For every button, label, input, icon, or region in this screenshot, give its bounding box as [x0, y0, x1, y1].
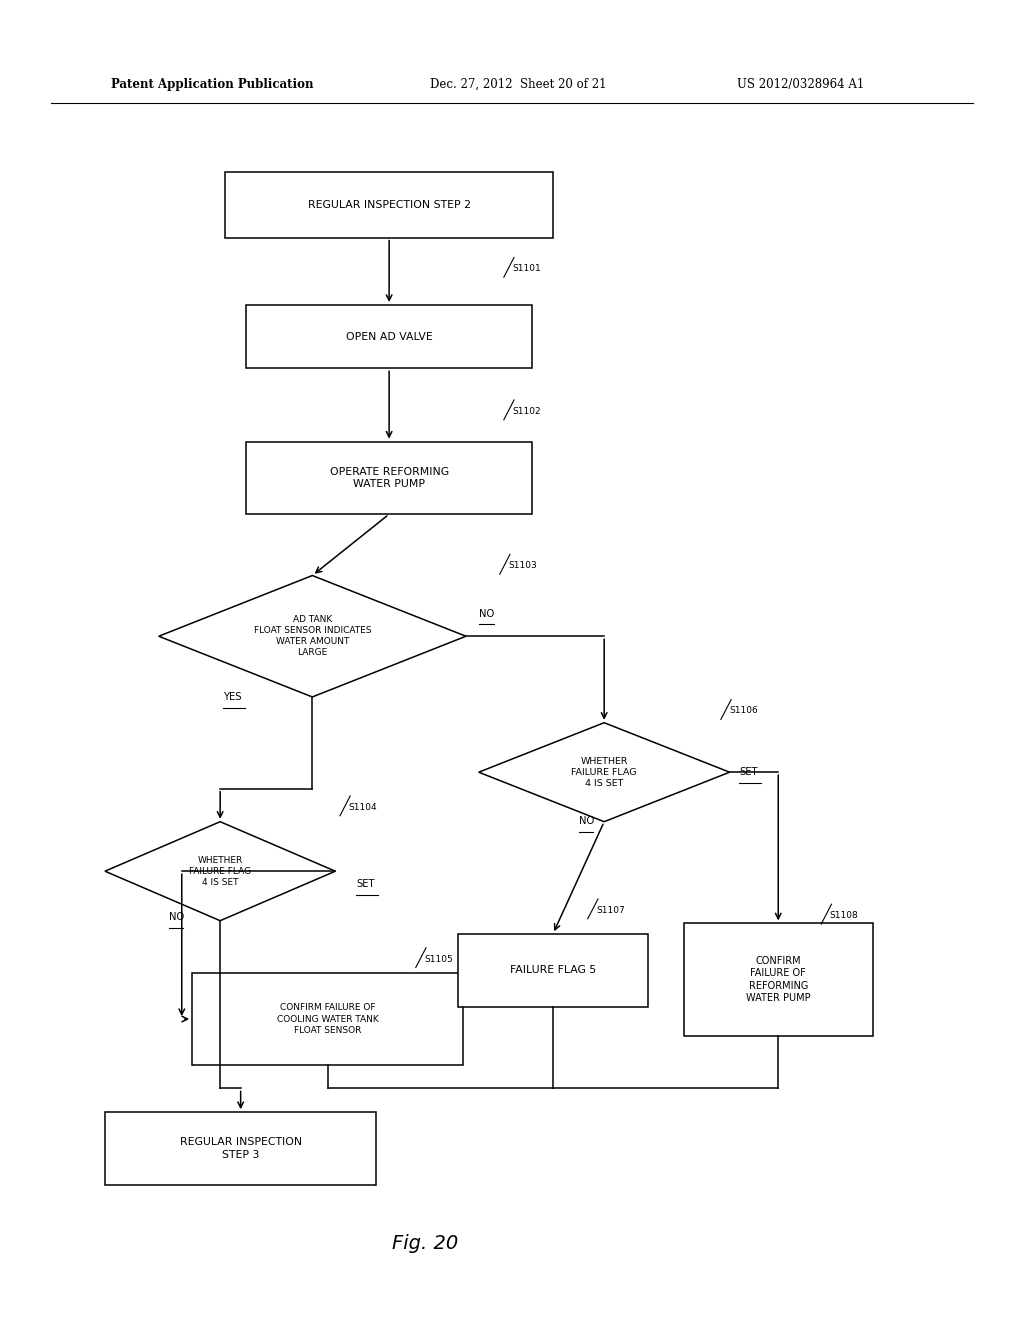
- Text: Dec. 27, 2012  Sheet 20 of 21: Dec. 27, 2012 Sheet 20 of 21: [430, 78, 606, 91]
- Text: S1103: S1103: [508, 561, 537, 570]
- Bar: [684, 924, 872, 1035]
- Bar: [246, 441, 532, 513]
- Text: S1105: S1105: [424, 954, 453, 964]
- Text: WHETHER
FAILURE FLAG
4 IS SET: WHETHER FAILURE FLAG 4 IS SET: [571, 756, 637, 788]
- Text: S1107: S1107: [596, 906, 625, 915]
- Bar: [246, 305, 532, 368]
- Text: Fig. 20: Fig. 20: [392, 1234, 458, 1253]
- Bar: [193, 973, 463, 1065]
- Text: NO: NO: [479, 609, 495, 619]
- Text: REGULAR INSPECTION
STEP 3: REGULAR INSPECTION STEP 3: [179, 1138, 302, 1159]
- Text: SET: SET: [356, 879, 375, 890]
- Text: CONFIRM
FAILURE OF
REFORMING
WATER PUMP: CONFIRM FAILURE OF REFORMING WATER PUMP: [745, 956, 811, 1003]
- Polygon shape: [104, 821, 336, 921]
- Text: S1101: S1101: [512, 264, 541, 273]
- Text: FAILURE FLAG 5: FAILURE FLAG 5: [510, 965, 596, 975]
- Bar: [459, 935, 648, 1006]
- Text: WHETHER
FAILURE FLAG
4 IS SET: WHETHER FAILURE FLAG 4 IS SET: [189, 855, 251, 887]
- Polygon shape: [159, 576, 466, 697]
- Bar: [225, 172, 553, 238]
- Text: OPEN AD VALVE: OPEN AD VALVE: [346, 331, 432, 342]
- Text: Patent Application Publication: Patent Application Publication: [111, 78, 313, 91]
- Text: CONFIRM FAILURE OF
COOLING WATER TANK
FLOAT SENSOR: CONFIRM FAILURE OF COOLING WATER TANK FL…: [276, 1003, 379, 1035]
- Bar: [104, 1111, 377, 1185]
- Text: NO: NO: [169, 912, 184, 923]
- Text: AD TANK
FLOAT SENSOR INDICATES
WATER AMOUNT
LARGE: AD TANK FLOAT SENSOR INDICATES WATER AMO…: [254, 615, 371, 657]
- Text: SET: SET: [739, 767, 758, 777]
- Text: S1104: S1104: [348, 803, 377, 812]
- Text: REGULAR INSPECTION STEP 2: REGULAR INSPECTION STEP 2: [307, 199, 471, 210]
- Text: S1108: S1108: [829, 911, 858, 920]
- Polygon shape: [478, 723, 729, 821]
- Text: OPERATE REFORMING
WATER PUMP: OPERATE REFORMING WATER PUMP: [330, 467, 449, 488]
- Text: US 2012/0328964 A1: US 2012/0328964 A1: [737, 78, 864, 91]
- Text: YES: YES: [223, 692, 242, 702]
- Text: NO: NO: [579, 816, 594, 826]
- Text: S1106: S1106: [729, 706, 758, 715]
- Text: S1102: S1102: [512, 407, 541, 416]
